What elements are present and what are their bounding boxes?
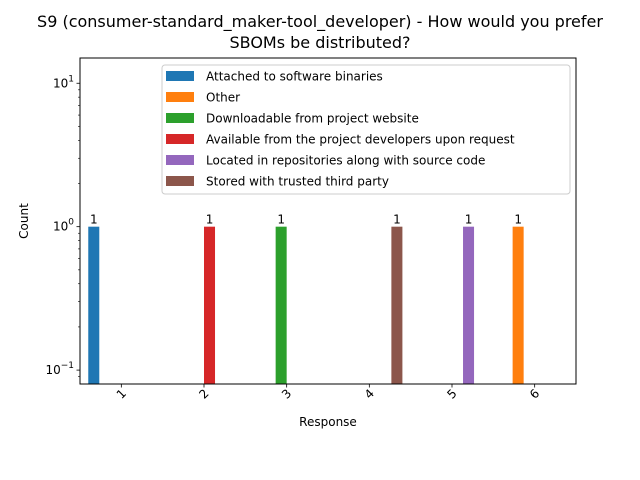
legend-frame <box>161 64 571 195</box>
x-tick-label: 2 <box>196 386 211 401</box>
legend-entry-label: Located in repositories along with sourc… <box>206 154 485 168</box>
y-tick-label: 100 <box>53 218 74 234</box>
legend-swatch <box>166 155 194 165</box>
legend-swatch <box>166 113 194 123</box>
x-tick-label: 3 <box>279 386 294 401</box>
legend-swatch <box>166 176 194 186</box>
y-tick-label: 101 <box>53 74 74 90</box>
bar-value-label: 1 <box>206 213 214 227</box>
chart-title-line-2: SBOMs be distributed? <box>229 33 411 52</box>
bar-value-label: 1 <box>514 213 522 227</box>
legend-entry-label: Other <box>206 91 240 105</box>
bar-series-3-cat-1 <box>204 226 216 384</box>
legend-swatch <box>166 92 194 102</box>
bar-series-5-cat-3 <box>391 226 403 384</box>
bar-series-2-cat-2 <box>275 226 287 384</box>
chart-title-line-1: S9 (consumer-standard_maker-tool_develop… <box>37 12 603 31</box>
plot-frame <box>79 57 577 385</box>
legend-swatch <box>166 71 194 81</box>
bar-series-4-cat-4 <box>463 226 475 384</box>
legend-entry-label: Attached to software binaries <box>206 70 383 84</box>
x-tick-label: 1 <box>114 386 129 401</box>
x-tick-label: 6 <box>527 386 542 401</box>
x-tick-label: 5 <box>444 386 459 401</box>
legend: Attached to software binaries Other Downlo… <box>161 64 571 195</box>
y-tick-label: 10−1 <box>45 361 74 377</box>
bar-series-1-cat-5 <box>512 226 524 384</box>
bar-series-0-cat-0 <box>88 226 100 384</box>
legend-entry-label: Stored with trusted third party <box>206 175 389 189</box>
x-tick-label: 4 <box>362 386 377 401</box>
legend-entry-label: Available from the project developers up… <box>206 133 515 147</box>
x-axis-label: Response <box>299 415 357 429</box>
legend-entry-label: Downloadable from project website <box>206 112 419 126</box>
legend-swatch <box>166 134 194 144</box>
y-axis-label: Count <box>17 203 31 239</box>
bar-value-label: 1 <box>393 213 401 227</box>
bar-value-label: 1 <box>277 213 285 227</box>
bar-value-label: 1 <box>465 213 473 227</box>
bar-value-label: 1 <box>90 213 98 227</box>
